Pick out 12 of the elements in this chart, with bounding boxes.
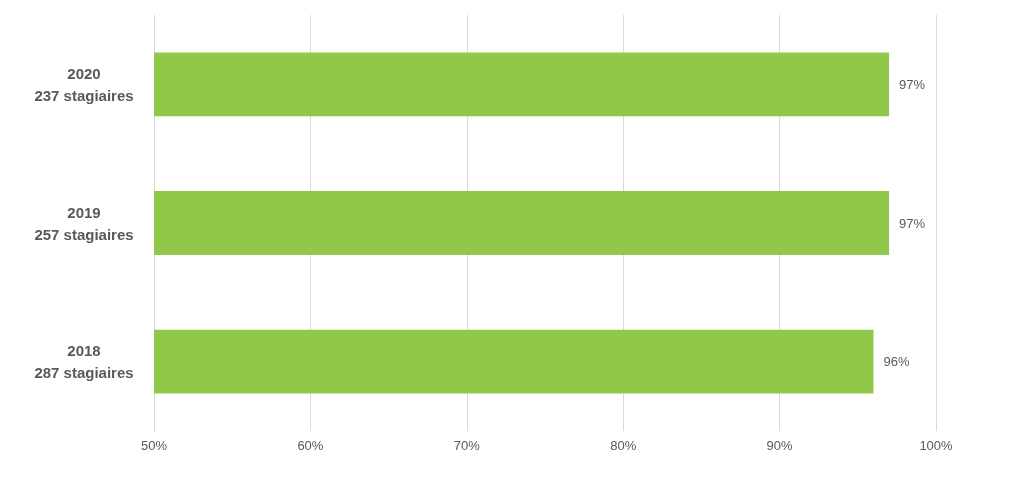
data-label: 97% [899,76,926,92]
x-tick-label: 90% [766,438,794,453]
x-tick-label: 100% [919,438,954,453]
y-tick-label: 2018 287 stagiaires [34,342,134,382]
y-tick-label: 2020 237 stagiaires [34,64,134,104]
data-label: 96% [883,354,910,370]
x-tick-label: 60% [297,438,324,453]
x-tick-label: 70% [453,438,481,453]
data-label: 97% [899,215,926,231]
y-tick-label: 2019 257 stagiaires [34,203,134,243]
x-tick-label: 50% [140,438,168,453]
x-tick-label: 80% [610,438,637,453]
